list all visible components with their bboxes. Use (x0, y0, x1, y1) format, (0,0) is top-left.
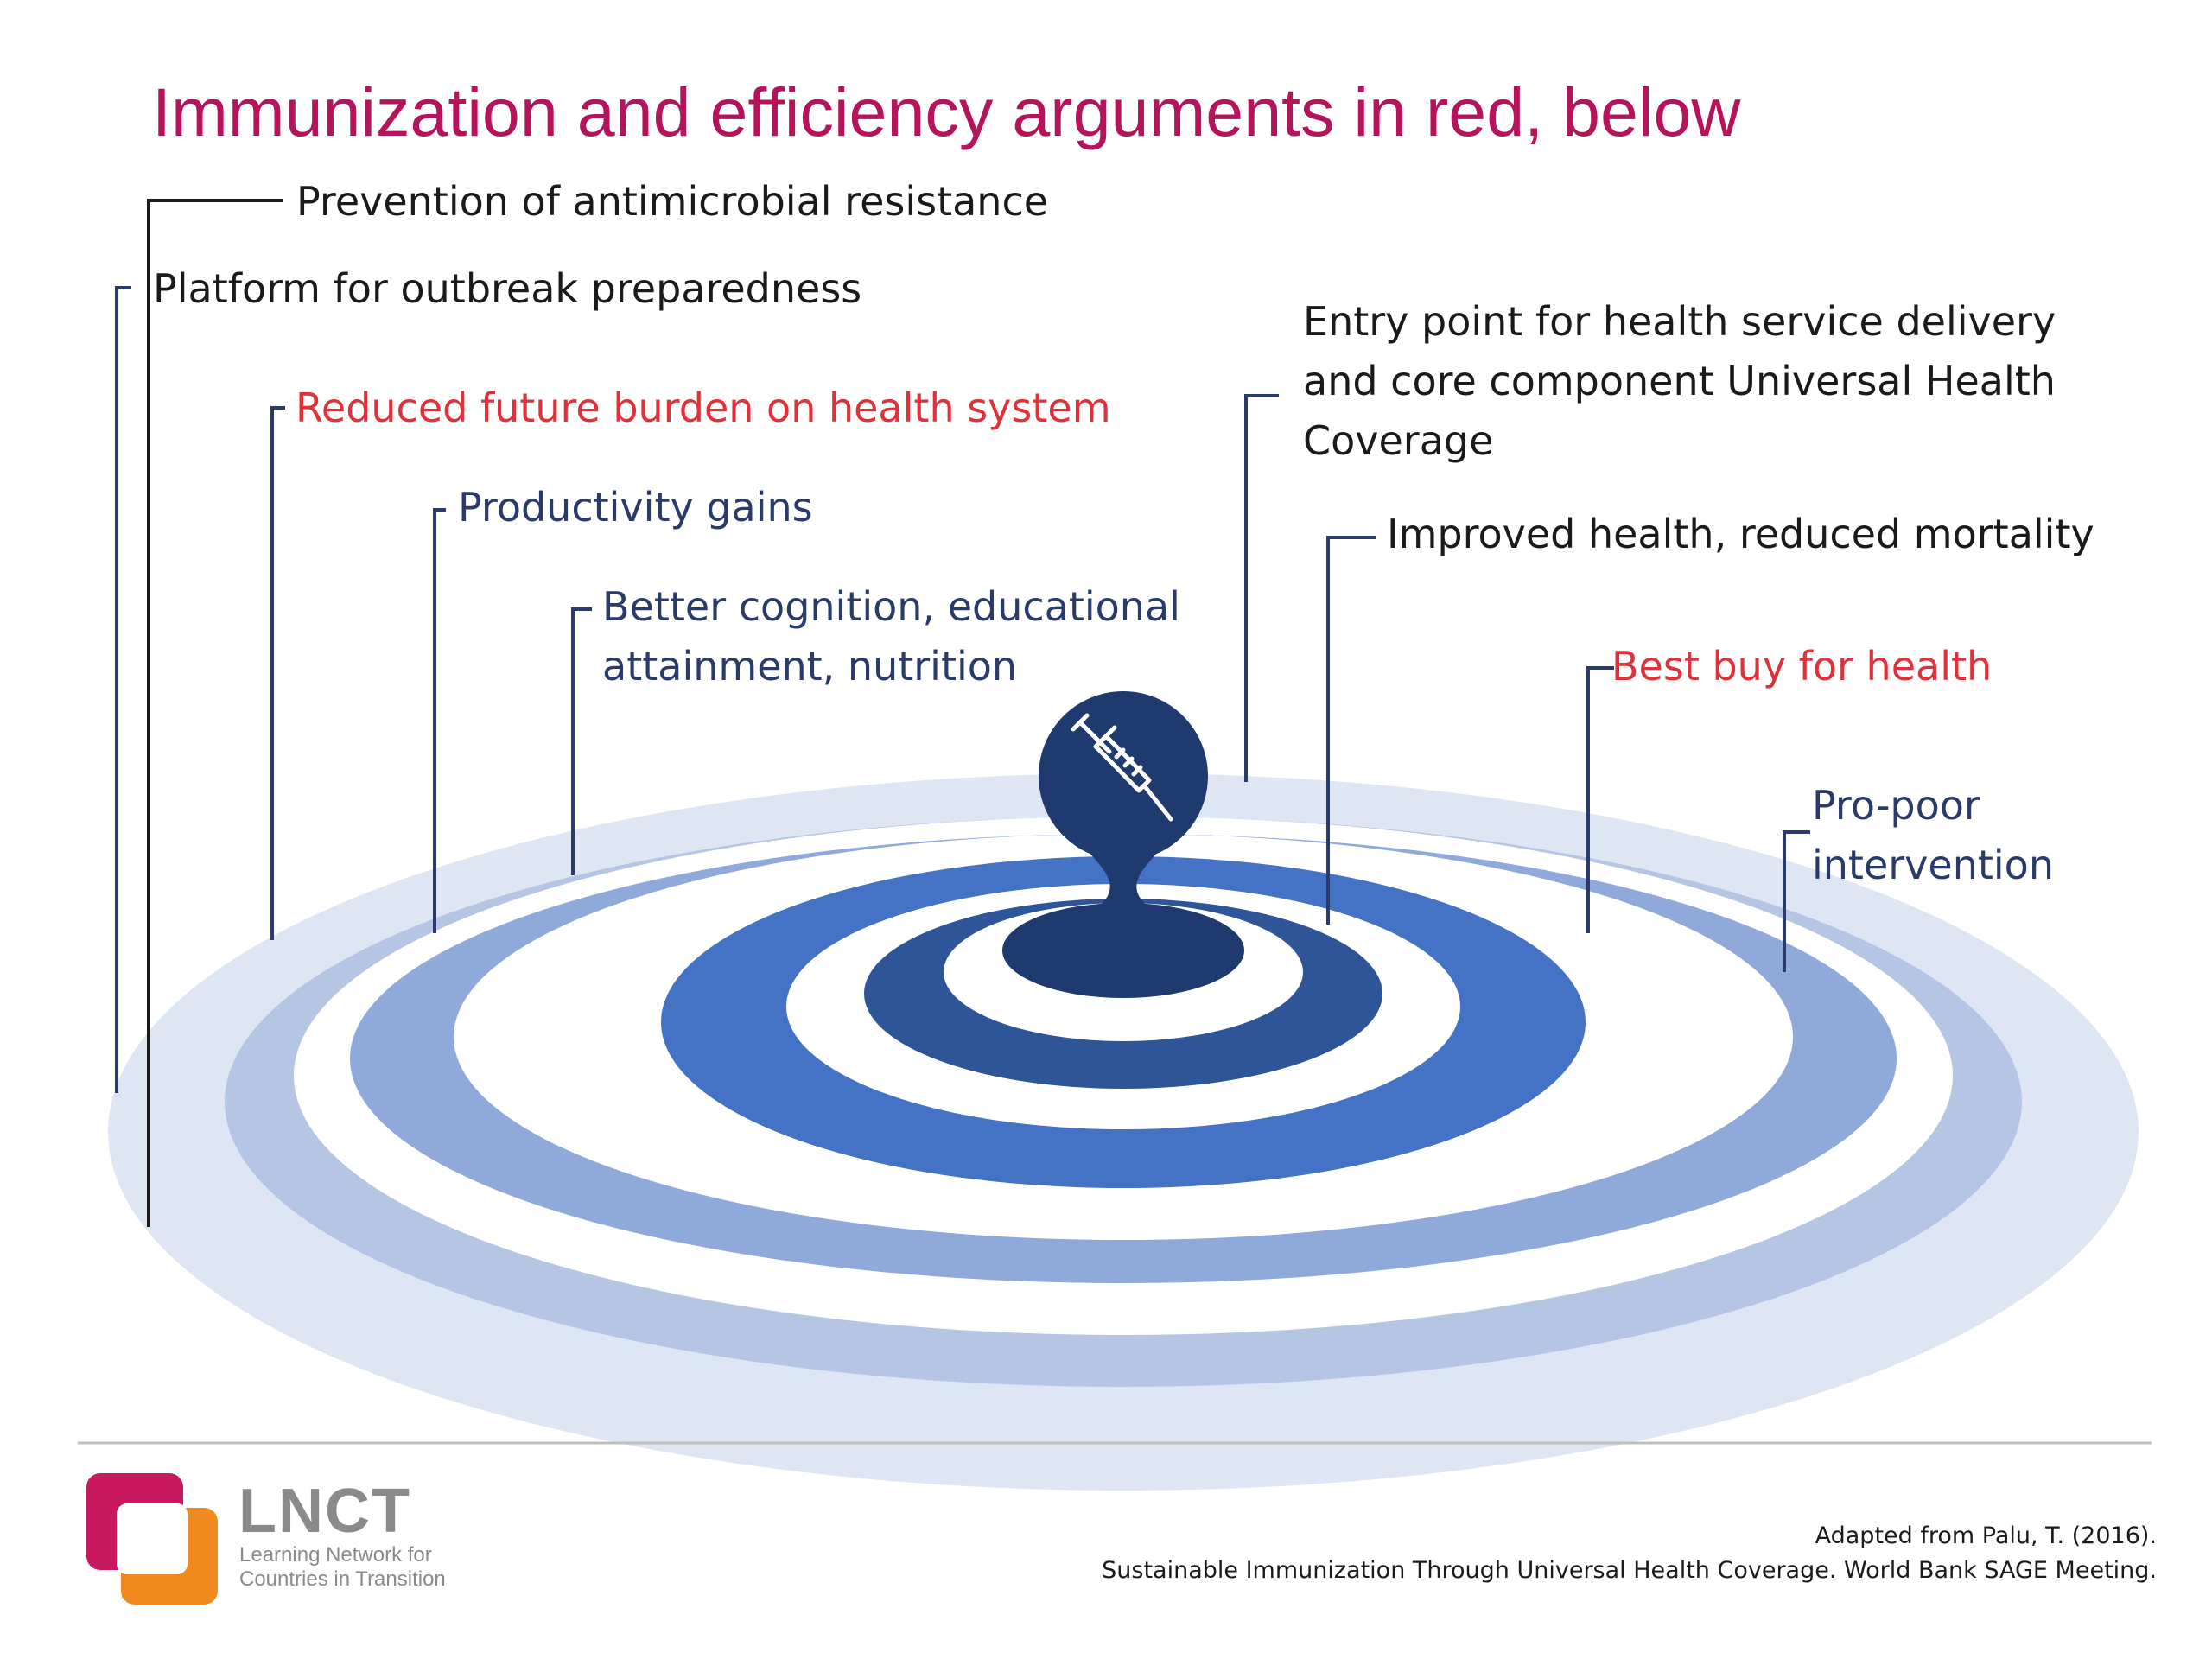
label-propoor-line2: intervention (1812, 842, 2054, 888)
leader-health (1326, 536, 1376, 925)
label-best-buy: Best buy for health (1611, 643, 1993, 690)
lnct-logo-icon (86, 1473, 218, 1605)
label-entry-line2: and core component Universal Health (1303, 358, 2056, 404)
leader-bestbuy (1586, 666, 1614, 933)
label-propoor-line1: Pro-poor (1812, 782, 1980, 829)
leader-productivity (433, 508, 446, 933)
logo-line1: Learning Network for (239, 1543, 432, 1567)
label-entry-line1: Entry point for health service delivery (1303, 298, 2056, 345)
ring-center (1002, 903, 1244, 998)
logo-name: LNCT (238, 1477, 411, 1546)
label-improved-health: Improved health, reduced mortality (1387, 511, 2094, 557)
logo-line2: Countries in Transition (239, 1567, 446, 1591)
label-entry-line3: Coverage (1303, 417, 1494, 464)
citation-line1: Adapted from Palu, T. (2016). (1815, 1522, 2157, 1549)
citation-line2: Sustainable Immunization Through Univers… (1102, 1557, 2157, 1584)
label-cognition-line1: Better cognition, educational (602, 583, 1180, 630)
leader-burden (270, 406, 285, 940)
leader-entry (1244, 394, 1279, 782)
slide-title: Immunization and efficiency arguments in… (152, 73, 1741, 150)
leader-cognition (571, 607, 592, 875)
leader-propoor (1783, 830, 1810, 972)
label-productivity-gains: Productivity gains (458, 484, 813, 531)
label-outbreak-preparedness: Platform for outbreak preparedness (153, 265, 862, 312)
leader-outbreak (115, 286, 131, 1093)
label-reduced-burden: Reduced future burden on health system (296, 385, 1111, 431)
leader-antimicrobial (147, 199, 283, 1227)
syringe-icon (1071, 713, 1173, 822)
label-cognition-line2: attainment, nutrition (602, 643, 1018, 690)
label-antimicrobial-resistance: Prevention of antimicrobial resistance (296, 178, 1049, 225)
